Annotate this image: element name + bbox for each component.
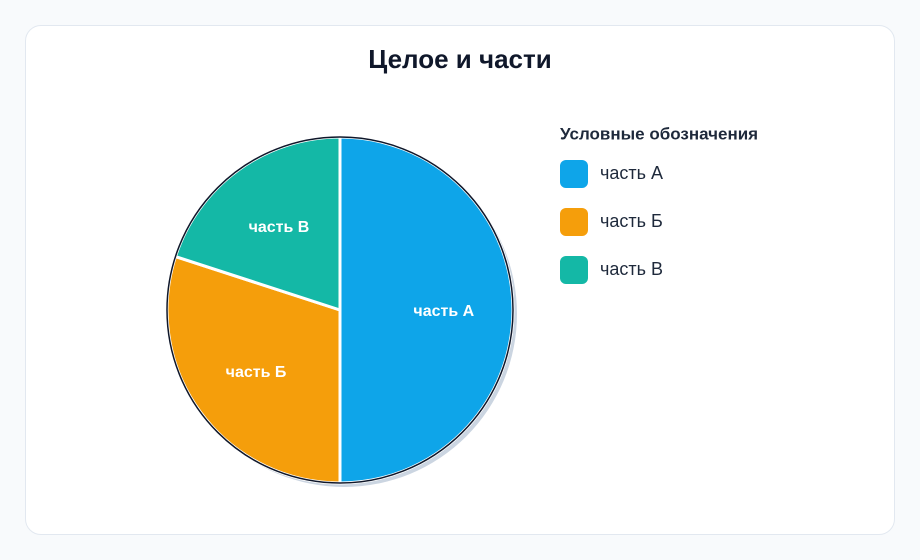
legend-label: часть В xyxy=(600,259,663,279)
legend-swatch xyxy=(560,256,588,284)
slice-label: часть А xyxy=(413,303,474,320)
chart-title: Целое и части xyxy=(368,44,551,74)
legend-swatch xyxy=(560,160,588,188)
legend-label: часть А xyxy=(600,163,663,183)
legend-title: Условные обозначения xyxy=(560,124,758,143)
slice-label: часть В xyxy=(249,219,310,236)
slice-label: часть Б xyxy=(226,364,287,381)
pie-outline xyxy=(166,136,514,484)
legend-label: часть Б xyxy=(600,211,663,231)
legend-swatch xyxy=(560,208,588,236)
